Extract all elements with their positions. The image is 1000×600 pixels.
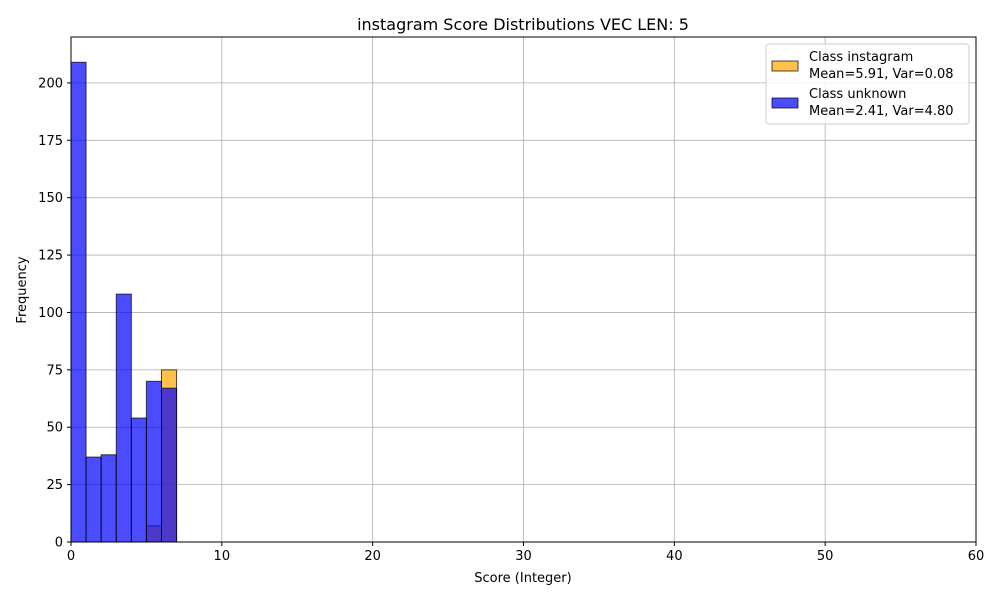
y-axis-label: Frequency (15, 256, 30, 323)
legend-series-stats: Mean=5.91, Var=0.08 (809, 67, 954, 82)
tick-labels: 0 10 20 30 40 50 60 0 25 50 75 100 125 150 175 200 (38, 76, 984, 564)
bars (70, 61, 178, 543)
bar-unknown (115, 293, 132, 543)
bar-unknown (145, 380, 163, 543)
bar-unknown (85, 456, 102, 543)
y-tick-label: 50 (46, 421, 63, 436)
x-axis-label: Score (Integer) (474, 571, 571, 586)
legend-swatch (771, 97, 799, 109)
axes (67, 36, 977, 546)
x-tick-label: 20 (364, 549, 381, 564)
y-tick-label: 100 (38, 306, 63, 321)
legend-series-name: Class instagram (809, 50, 913, 65)
bar-unknown (100, 454, 117, 543)
x-tick-label: 40 (666, 549, 683, 564)
y-tick-label: 25 (46, 478, 63, 493)
legend-box (765, 43, 970, 125)
x-tick-label: 50 (817, 549, 834, 564)
x-tick-label: 10 (214, 549, 231, 564)
x-tick-label: 0 (67, 549, 75, 564)
x-tick-label: 30 (515, 549, 532, 564)
bar-unknown (130, 417, 147, 543)
y-tick-label: 150 (38, 191, 63, 206)
bar-unknown (70, 61, 87, 543)
bar-unknown (161, 387, 178, 543)
chart-title: instagram Score Distributions VEC LEN: 5 (357, 15, 689, 34)
y-tick-label: 175 (38, 134, 63, 149)
legend-swatch (771, 60, 799, 72)
x-tick-label: 60 (968, 549, 985, 564)
y-tick-label: 75 (46, 363, 63, 378)
legend-series-name: Class unknown (809, 87, 906, 102)
legend-series-stats: Mean=2.41, Var=4.80 (809, 104, 954, 119)
y-tick-label: 125 (38, 249, 63, 264)
y-tick-label: 0 (55, 536, 63, 551)
legend: Class instagram Mean=5.91, Var=0.08 Class … (765, 43, 970, 125)
y-tick-label: 200 (38, 76, 63, 91)
